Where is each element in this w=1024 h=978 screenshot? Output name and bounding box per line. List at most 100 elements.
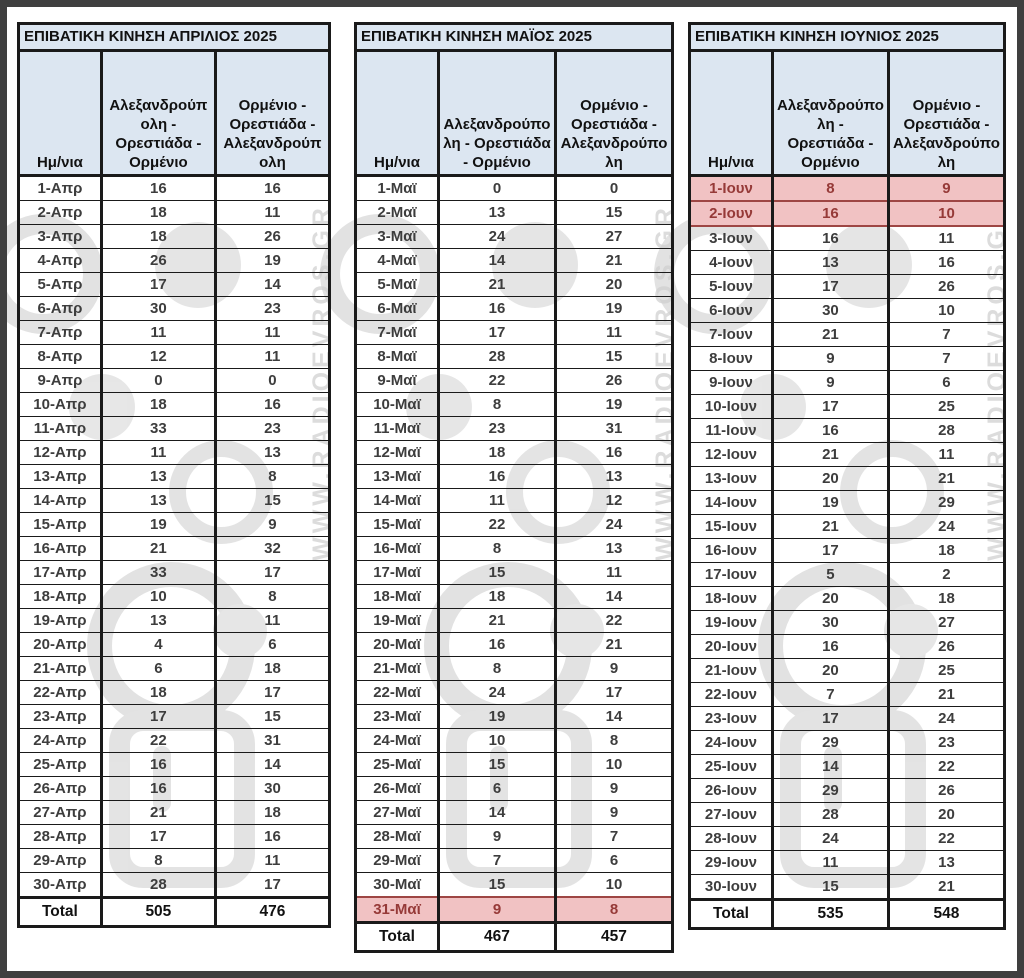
- value-cell: 19: [436, 704, 557, 729]
- date-cell: 22-Μαϊ: [354, 680, 440, 705]
- value-cell: 12: [553, 488, 675, 513]
- value-cell: 17: [213, 680, 332, 705]
- table-row: 8-Ιουν 9 7: [688, 346, 1007, 371]
- value-cell: 7: [886, 346, 1007, 371]
- value-cell: 20: [770, 466, 890, 491]
- value-cell: 23: [886, 730, 1007, 755]
- date-cell: 26-Ιουν: [688, 778, 774, 803]
- value-cell: 22: [436, 512, 557, 537]
- column-header-outbound: Αλεξανδρούπολη - Ορεστιάδα - Ορμένιο: [436, 50, 557, 177]
- table-row: 3-Μαϊ 24 27: [354, 224, 675, 249]
- date-cell: 19-Απρ: [17, 608, 103, 633]
- value-cell: 25: [886, 658, 1007, 683]
- value-cell: 7: [436, 848, 557, 873]
- table-row: 25-Απρ 16 14: [17, 752, 332, 777]
- date-cell: 8-Απρ: [17, 344, 103, 369]
- date-cell: 7-Απρ: [17, 320, 103, 345]
- passenger-table-may: ΕΠΙΒΑΤΙΚΗ ΚΙΝΗΣΗ ΜΑΪΟΣ 2025 Ημ/νια Αλεξα…: [354, 22, 675, 953]
- date-cell: 13-Μαϊ: [354, 464, 440, 489]
- date-cell: 13-Απρ: [17, 464, 103, 489]
- date-cell: 4-Μαϊ: [354, 248, 440, 273]
- table-row: 3-Ιουν 16 11: [688, 225, 1007, 251]
- value-cell: 7: [886, 322, 1007, 347]
- table-row: 5-Μαϊ 21 20: [354, 272, 675, 297]
- value-cell: 30: [99, 296, 217, 321]
- value-cell: 9: [553, 656, 675, 681]
- date-cell: 15-Απρ: [17, 512, 103, 537]
- value-cell: 26: [886, 634, 1007, 659]
- date-cell: 2-Απρ: [17, 200, 103, 225]
- table-row: 16-Ιουν 17 18: [688, 538, 1007, 563]
- value-cell: 18: [886, 538, 1007, 563]
- monthly-table-june: WWW.RADIOEVROS.GR ΕΠΙΒΑΤΙΚΗ ΚΙΝΗΣΗ ΙΟΥΝΙ…: [654, 22, 1011, 930]
- date-cell: 20-Απρ: [17, 632, 103, 657]
- value-cell: 10: [886, 200, 1007, 227]
- value-cell: 14: [436, 800, 557, 825]
- table-row: 16-Απρ 21 32: [17, 536, 332, 561]
- table-row: 3-Απρ 18 26: [17, 224, 332, 249]
- date-cell: 2-Ιουν: [688, 200, 774, 227]
- date-cell: 18-Ιουν: [688, 586, 774, 611]
- date-cell: 11-Ιουν: [688, 418, 774, 443]
- value-cell: 19: [770, 490, 890, 515]
- value-cell: 15: [553, 344, 675, 369]
- table-row: 14-Μαϊ 11 12: [354, 488, 675, 513]
- date-cell: 8-Ιουν: [688, 346, 774, 371]
- value-cell: 17: [436, 320, 557, 345]
- table-row: 25-Μαϊ 15 10: [354, 752, 675, 777]
- value-cell: 17: [99, 824, 217, 849]
- value-cell: 21: [99, 800, 217, 825]
- column-header-date: Ημ/νια: [354, 50, 440, 177]
- value-cell: 11: [553, 320, 675, 345]
- date-cell: 23-Απρ: [17, 704, 103, 729]
- value-cell: 24: [436, 224, 557, 249]
- value-cell: 14: [553, 704, 675, 729]
- total-inbound: 476: [213, 896, 332, 927]
- date-cell: 5-Ιουν: [688, 274, 774, 299]
- value-cell: 18: [886, 586, 1007, 611]
- value-cell: 13: [436, 200, 557, 225]
- value-cell: 23: [436, 416, 557, 441]
- table-body: 1-Ιουν 8 9 2-Ιουν 16 10 3-Ιουν 16 11 4-Ιουν 13 16 5-…: [688, 174, 1007, 900]
- value-cell: 23: [213, 416, 332, 441]
- table-row: 20-Απρ 4 6: [17, 632, 332, 657]
- date-cell: 6-Μαϊ: [354, 296, 440, 321]
- table-row: 22-Ιουν 7 21: [688, 682, 1007, 707]
- value-cell: 11: [553, 560, 675, 585]
- value-cell: 28: [436, 344, 557, 369]
- date-cell: 30-Ιουν: [688, 874, 774, 900]
- table-row: 13-Μαϊ 16 13: [354, 464, 675, 489]
- value-cell: 17: [770, 706, 890, 731]
- value-cell: 25: [886, 394, 1007, 419]
- total-label: Total: [688, 898, 774, 929]
- date-cell: 18-Απρ: [17, 584, 103, 609]
- value-cell: 14: [213, 272, 332, 297]
- total-outbound: 467: [436, 921, 557, 952]
- value-cell: 17: [99, 704, 217, 729]
- value-cell: 11: [886, 442, 1007, 467]
- table-row: 31-Μαϊ 9 8: [354, 896, 675, 924]
- date-cell: 20-Μαϊ: [354, 632, 440, 657]
- table-row: 9-Απρ 0 0: [17, 368, 332, 393]
- date-cell: 9-Ιουν: [688, 370, 774, 395]
- total-label: Total: [354, 921, 440, 952]
- table-row: 30-Ιουν 15 21: [688, 874, 1007, 900]
- value-cell: 15: [213, 488, 332, 513]
- value-cell: 22: [436, 368, 557, 393]
- table-row: 6-Απρ 30 23: [17, 296, 332, 321]
- value-cell: 13: [99, 608, 217, 633]
- value-cell: 28: [770, 802, 890, 827]
- value-cell: 20: [553, 272, 675, 297]
- value-cell: 30: [213, 776, 332, 801]
- value-cell: 15: [553, 200, 675, 225]
- table-row: 13-Απρ 13 8: [17, 464, 332, 489]
- table-row: 9-Μαϊ 22 26: [354, 368, 675, 393]
- value-cell: 13: [886, 850, 1007, 875]
- total-outbound: 505: [99, 896, 217, 927]
- value-cell: 8: [436, 656, 557, 681]
- page-background: WWW.RADIOEVROS.GR ΕΠΙΒΑΤΙΚΗ ΚΙΝΗΣΗ ΑΠΡΙΛ…: [7, 7, 1017, 953]
- value-cell: 20: [770, 658, 890, 683]
- passenger-table-june: ΕΠΙΒΑΤΙΚΗ ΚΙΝΗΣΗ ΙΟΥΝΙΟΣ 2025 Ημ/νια Αλε…: [688, 22, 1007, 930]
- value-cell: 29: [770, 778, 890, 803]
- date-cell: 4-Ιουν: [688, 250, 774, 275]
